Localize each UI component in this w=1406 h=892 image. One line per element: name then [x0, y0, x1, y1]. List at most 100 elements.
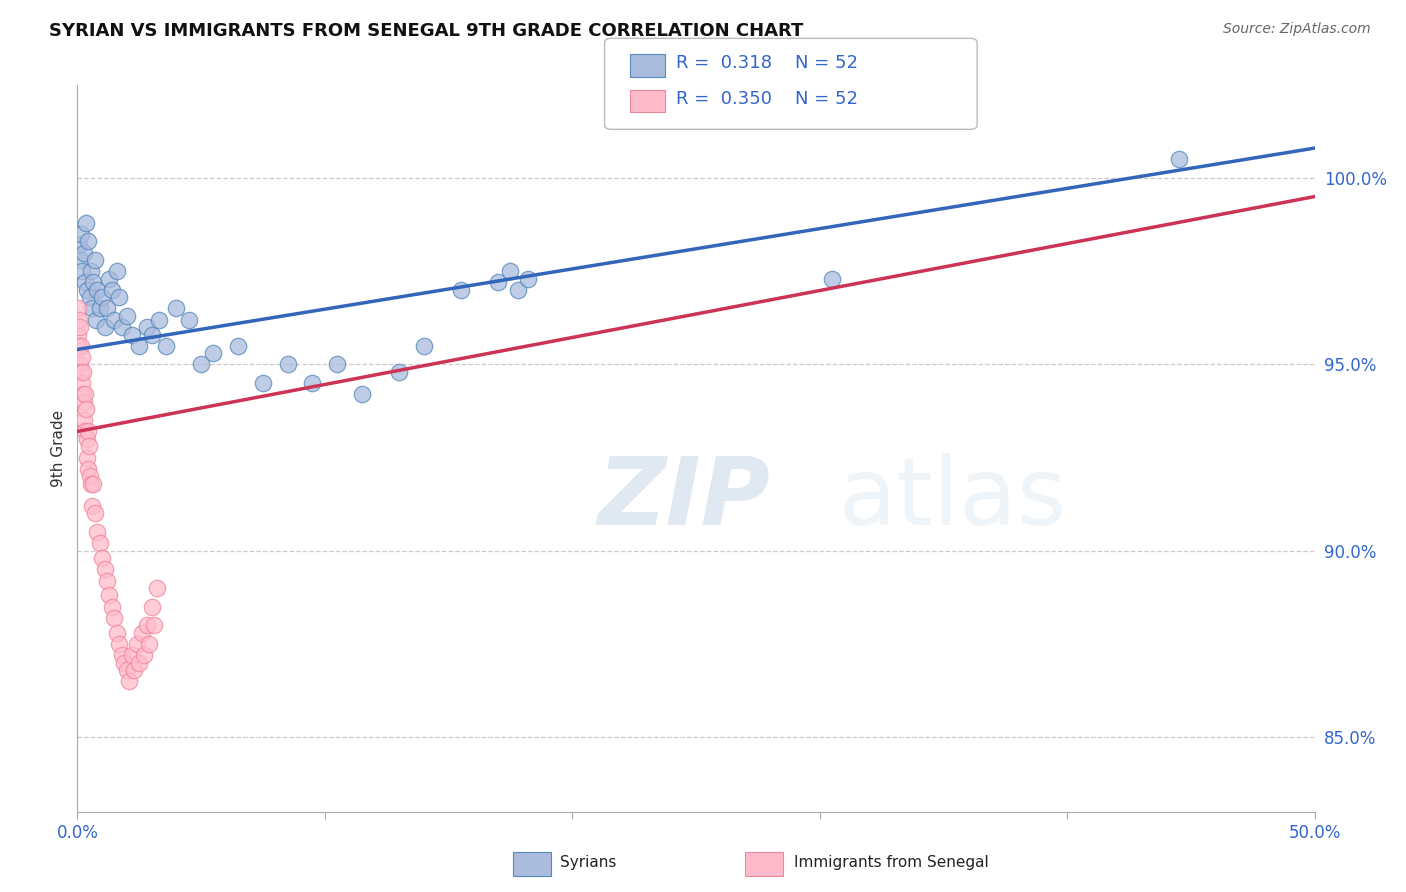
Point [75, 216, 97, 230]
Point [70, 227, 93, 241]
Text: ZIP: ZIP [598, 453, 770, 545]
Point [96, 301, 118, 316]
Point [72, 264, 94, 278]
Point [121, 327, 143, 342]
Text: R =  0.318    N = 52: R = 0.318 N = 52 [676, 54, 858, 72]
Point [143, 618, 166, 632]
Point [98, 271, 121, 285]
Point [66, 301, 89, 316]
Point [121, 648, 143, 662]
Point [125, 637, 148, 651]
Point [76, 283, 98, 297]
Point [165, 301, 187, 316]
Point [75, 402, 97, 417]
Point [73, 413, 96, 427]
Point [86, 283, 108, 297]
Point [111, 320, 134, 334]
Point [516, 271, 538, 285]
Point [98, 589, 121, 603]
Point [69, 320, 91, 334]
Point [86, 525, 108, 540]
Point [103, 611, 125, 625]
Point [76, 425, 98, 439]
Point [148, 312, 170, 326]
Point [412, 339, 434, 353]
Point [252, 376, 274, 390]
Point [69, 357, 91, 371]
Point [89, 301, 111, 316]
Point [101, 599, 124, 614]
Point [69, 252, 91, 267]
Text: Source: ZipAtlas.com: Source: ZipAtlas.com [1223, 22, 1371, 37]
Point [73, 387, 96, 401]
Point [82, 301, 104, 316]
Point [226, 339, 249, 353]
Point [72, 365, 94, 379]
Y-axis label: 9th Grade: 9th Grade [51, 409, 66, 487]
Point [82, 499, 104, 513]
Point [128, 656, 150, 670]
Point [277, 357, 299, 371]
Point [177, 312, 200, 326]
Point [77, 235, 100, 249]
Point [131, 625, 153, 640]
Point [73, 394, 96, 409]
Point [91, 290, 114, 304]
Point [76, 432, 98, 446]
Point [450, 283, 472, 297]
Point [350, 387, 373, 401]
Point [83, 507, 105, 521]
Point [821, 271, 844, 285]
Point [128, 339, 150, 353]
Point [77, 461, 100, 475]
Point [108, 290, 131, 304]
Point [115, 663, 138, 677]
Point [202, 346, 225, 360]
Text: SYRIAN VS IMMIGRANTS FROM SENEGAL 9TH GRADE CORRELATION CHART: SYRIAN VS IMMIGRANTS FROM SENEGAL 9TH GR… [49, 22, 804, 40]
Point [80, 264, 103, 278]
Point [134, 648, 156, 662]
Point [75, 425, 97, 439]
Point [67, 312, 90, 326]
Point [79, 290, 101, 304]
Point [96, 574, 118, 588]
Point [155, 339, 177, 353]
Point [91, 551, 114, 566]
Point [93, 562, 115, 576]
Point [77, 439, 100, 453]
Point [190, 357, 212, 371]
Point [82, 276, 104, 290]
Point [388, 365, 411, 379]
Point [72, 350, 94, 364]
Point [67, 238, 90, 252]
Point [103, 312, 125, 326]
Point [70, 376, 93, 390]
Point [141, 327, 163, 342]
Point [506, 283, 529, 297]
Point [115, 309, 138, 323]
Point [80, 476, 103, 491]
Point [138, 637, 160, 651]
Text: atlas: atlas [838, 453, 1067, 545]
Point [67, 339, 90, 353]
Point [141, 599, 163, 614]
Point [112, 656, 135, 670]
Point [82, 476, 104, 491]
Point [326, 357, 349, 371]
Point [105, 264, 128, 278]
Point [72, 245, 94, 260]
Point [105, 625, 128, 640]
Point [145, 581, 167, 595]
Point [79, 469, 101, 483]
Point [84, 312, 107, 326]
Point [135, 320, 157, 334]
Point [118, 674, 141, 689]
Point [135, 618, 157, 632]
Text: Syrians: Syrians [560, 855, 616, 870]
Point [73, 276, 96, 290]
Point [67, 327, 90, 342]
Text: Immigrants from Senegal: Immigrants from Senegal [794, 855, 990, 870]
Point [499, 264, 522, 278]
Point [1167, 153, 1189, 167]
Point [101, 283, 124, 297]
